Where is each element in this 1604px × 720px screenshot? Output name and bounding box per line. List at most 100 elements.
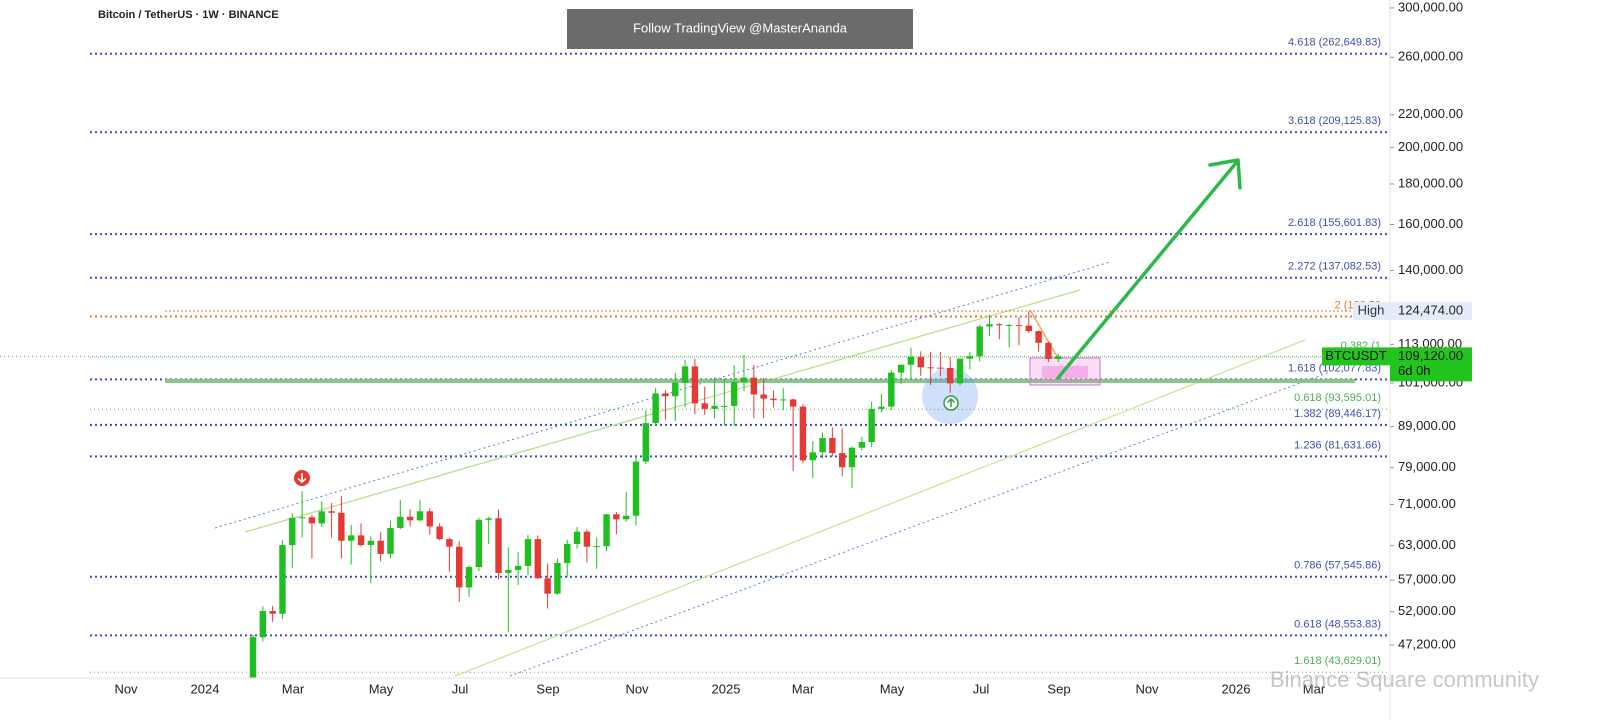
candle-body [632,461,640,516]
candle-body [897,364,905,373]
candle-body [387,528,394,554]
candle-body [475,519,483,568]
candle-body [554,562,561,594]
candle-body [446,539,453,547]
axes: 300,000.00 260,000.00 220,000.00 200,000.00… [114,0,1463,696]
y-tick-label: 200,000.00 [1398,139,1463,154]
candle-body [642,423,649,462]
candle-body [416,511,424,521]
candle-body [662,393,669,397]
candle-body [740,377,748,382]
candle-body [318,511,325,524]
fib-levels: 4.618 (262,649.83) 3.618 (209,125.83) 2.61… [90,37,1390,673]
fib-label: 2.618 (155,601.83) [1288,217,1381,229]
candle-body [730,381,738,406]
candle-body [996,324,1003,326]
candle-body [249,637,257,678]
x-tick-label: Sep [536,681,559,696]
y-tick-label: 57,000.00 [1398,572,1456,587]
candle-body [613,514,620,520]
projection-arrow [1056,158,1242,380]
x-tick-label: Nov [1135,681,1159,696]
y-tick-label: 180,000.00 [1398,175,1463,190]
countdown: 6d 0h [1398,363,1431,378]
candle-body [672,382,679,397]
candle-body [1055,356,1062,359]
candle-body [593,546,600,548]
candle-body [426,511,433,527]
up-signal [946,397,956,407]
fib-label: 0.786 (57,545.86) [1294,560,1381,572]
candle-body [1015,325,1023,327]
candle-body [564,543,571,563]
watermark: Binance Square community [1270,667,1539,692]
candle-body [858,442,866,448]
y-tick-label: 160,000.00 [1398,216,1463,231]
y-tick-label: 52,000.00 [1398,603,1456,618]
candle-body [809,452,816,461]
candle-body [1025,325,1032,332]
y-tick-label: 113,000.00 [1398,336,1462,351]
candle-body [622,515,630,520]
candle-body [652,393,659,424]
x-tick-label: May [880,681,905,696]
candle-body [436,526,443,540]
candle-body [495,518,502,573]
candle-body [966,356,974,359]
last-price-tag [1390,347,1472,382]
x-tick-label: Mar [1303,681,1326,696]
x-tick-label: Mar [282,681,305,696]
x-tick-label: Jul [973,681,990,696]
candle-body [1035,331,1042,343]
candle-body [956,358,964,384]
fib-label: 1.382 (89,446.17) [1294,408,1381,420]
x-tick-label: Nov [625,681,649,696]
down-signal [297,473,307,484]
candle-body [308,517,316,524]
trend-line [1029,309,1059,359]
x-tick-label: Mar [792,681,815,696]
x-tick-label: Nov [114,681,138,696]
candle-body [878,406,885,409]
candle-body [573,531,581,544]
x-tick-label: Sep [1047,681,1070,696]
candle-body [750,377,758,395]
chart-title: Bitcoin / TetherUS · 1W · BINANCE [98,9,279,21]
x-tick-label: May [369,681,394,696]
candle-body [377,540,384,554]
candle-body [839,453,846,468]
candle-body [701,403,708,409]
candle-body [819,437,826,453]
candle-body [829,437,836,454]
projection-arrowhead [1208,158,1242,190]
candle-body [583,531,591,547]
last-price: 109,120.00 [1398,348,1463,363]
fib-label: 1.618 (43,629.01) [1294,655,1381,667]
fib-label: 1.236 (81,631.66) [1294,439,1381,451]
high-price: 124,474.00 [1398,302,1463,317]
candles [249,311,1062,678]
candle-body [799,406,807,461]
candle-body [456,546,463,588]
candle-body [465,567,473,588]
candle-body [868,408,875,443]
y-tick-label: 260,000.00 [1398,49,1463,64]
banner-text: Follow TradingView @MasterAnanda [633,20,848,35]
candle-body [789,399,797,407]
channel-line [454,339,1306,677]
x-tick-label: 2025 [712,681,741,696]
candle-body [367,540,375,546]
candle-body [888,372,895,407]
high-price-tag [1390,302,1472,321]
y-tick-label: 89,000.00 [1398,418,1456,433]
candle-body [279,545,286,614]
candle-body [328,511,335,513]
fib-label: 3.618 (209,125.83) [1288,115,1381,127]
fib-label: 0.618 (93,595.01) [1294,392,1381,404]
candle-body [937,367,944,369]
candle-body [505,569,512,573]
channel-line [244,289,1081,533]
candle-body [397,516,404,529]
